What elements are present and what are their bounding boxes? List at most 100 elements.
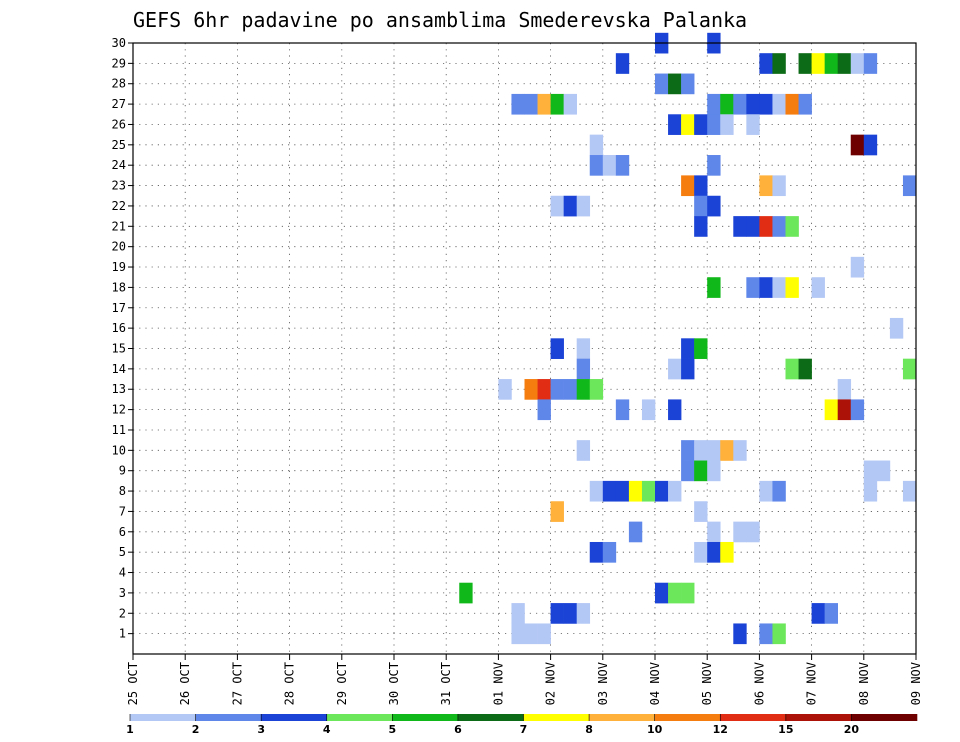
- y-tick-label: 15: [112, 342, 126, 356]
- heatmap-cell: [550, 501, 564, 522]
- y-tick-label: 17: [112, 301, 126, 315]
- heatmap-cell: [772, 623, 786, 645]
- heatmap-cell: [641, 480, 656, 502]
- heatmap-cell: [707, 195, 721, 217]
- y-tick-label: 29: [112, 56, 126, 70]
- heatmap-cell: [746, 114, 760, 135]
- y-tick-label: 26: [112, 117, 126, 131]
- colorbar-label: 12: [713, 723, 728, 736]
- heatmap-cell: [850, 53, 865, 74]
- heatmap-cell: [837, 399, 852, 421]
- y-tick-label: 28: [112, 77, 126, 91]
- y-tick-label: 9: [119, 464, 126, 478]
- heatmap-cell: [694, 175, 708, 197]
- heatmap-cell: [837, 379, 852, 400]
- heatmap-cell: [576, 379, 591, 400]
- y-tick-label: 12: [112, 403, 126, 417]
- y-tick-label: 13: [112, 382, 126, 396]
- y-tick-label: 16: [112, 321, 126, 335]
- heatmap-cell: [759, 480, 773, 502]
- heatmap-cell: [694, 541, 708, 563]
- heatmap-cell: [537, 379, 551, 400]
- y-tick-label: 8: [119, 484, 126, 498]
- heatmap-cell: [785, 277, 799, 298]
- heatmap-cell: [641, 399, 656, 421]
- x-tick-label: 27 OCT: [230, 662, 244, 705]
- heatmap-cell: [550, 603, 564, 624]
- heatmap-cell: [863, 134, 878, 156]
- heatmap-cell: [720, 541, 734, 563]
- heatmap-cell: [681, 114, 695, 135]
- heatmap-cell: [602, 155, 617, 176]
- heatmap-cell: [694, 216, 708, 237]
- heatmap-cell: [707, 114, 721, 135]
- colorbar-swatch: [851, 714, 918, 721]
- y-tick-label: 5: [119, 545, 126, 559]
- colorbar-swatch: [720, 714, 787, 721]
- heatmap-cell: [707, 521, 721, 543]
- heatmap-cell: [576, 358, 591, 380]
- heatmap-cell: [694, 440, 708, 461]
- x-tick-label: 08 NOV: [857, 662, 871, 705]
- heatmap-cell: [694, 195, 708, 217]
- heatmap-cell: [772, 175, 786, 197]
- y-tick-label: 27: [112, 97, 126, 111]
- colorbar-swatch: [523, 714, 590, 721]
- heatmap-cell: [668, 399, 682, 421]
- colorbar-label: 8: [585, 723, 593, 736]
- heatmap-cell: [563, 195, 577, 217]
- heatmap-cell: [537, 399, 551, 421]
- heatmap-cell: [889, 317, 904, 339]
- y-tick-label: 6: [119, 525, 126, 539]
- y-tick-label: 30: [112, 36, 126, 50]
- heatmap-cell: [811, 53, 825, 74]
- heatmap-cell: [524, 93, 538, 115]
- heatmap-cell: [707, 155, 721, 176]
- heatmap-cell: [550, 379, 564, 400]
- heatmap-cell: [681, 338, 695, 359]
- heatmap-cell: [811, 603, 825, 624]
- heatmap-cell: [655, 582, 669, 604]
- heatmap-cell: [563, 379, 577, 400]
- heatmap-cell: [655, 73, 669, 95]
- heatmap-cell: [550, 338, 564, 359]
- colorbar-label: 2: [192, 723, 200, 736]
- heatmap-cell: [824, 53, 838, 74]
- heatmap-cell: [589, 134, 604, 156]
- heatmap-cell: [733, 623, 747, 645]
- x-tick-label: 06 NOV: [752, 662, 766, 705]
- heatmap-cell: [863, 53, 878, 74]
- heatmap-cell: [863, 480, 878, 502]
- heatmap-cell: [668, 73, 682, 95]
- heatmap-cell: [850, 134, 865, 156]
- heatmap-cell: [694, 460, 708, 482]
- heatmap-cell: [524, 623, 538, 645]
- colorbar-label: 3: [257, 723, 265, 736]
- heatmap-cell: [902, 358, 917, 380]
- heatmap-cell: [602, 480, 617, 502]
- colorbar-label: 15: [778, 723, 793, 736]
- heatmap-cell: [615, 53, 630, 74]
- heatmap-cell: [576, 195, 591, 217]
- heatmap-cell: [720, 93, 734, 115]
- heatmap-cell: [785, 216, 799, 237]
- colorbar-swatch: [195, 714, 262, 721]
- heatmap-cell: [733, 521, 747, 543]
- x-tick-label: 29 OCT: [335, 662, 349, 705]
- heatmap-cell: [459, 582, 473, 604]
- colorbar-label: 1: [126, 723, 134, 736]
- heatmap-cell: [772, 216, 786, 237]
- heatmap-cell: [707, 277, 721, 298]
- heatmap-cell: [628, 521, 643, 543]
- colorbar-label: 5: [389, 723, 397, 736]
- heatmap-cell: [576, 440, 591, 461]
- y-tick-label: 20: [112, 240, 126, 254]
- heatmap-cell: [746, 93, 760, 115]
- heatmap-cell: [563, 93, 577, 115]
- heatmap-cell: [733, 216, 747, 237]
- colorbar-swatch: [654, 714, 721, 721]
- heatmap-cell: [511, 603, 525, 624]
- y-tick-label: 18: [112, 280, 126, 294]
- heatmap-cell: [681, 582, 695, 604]
